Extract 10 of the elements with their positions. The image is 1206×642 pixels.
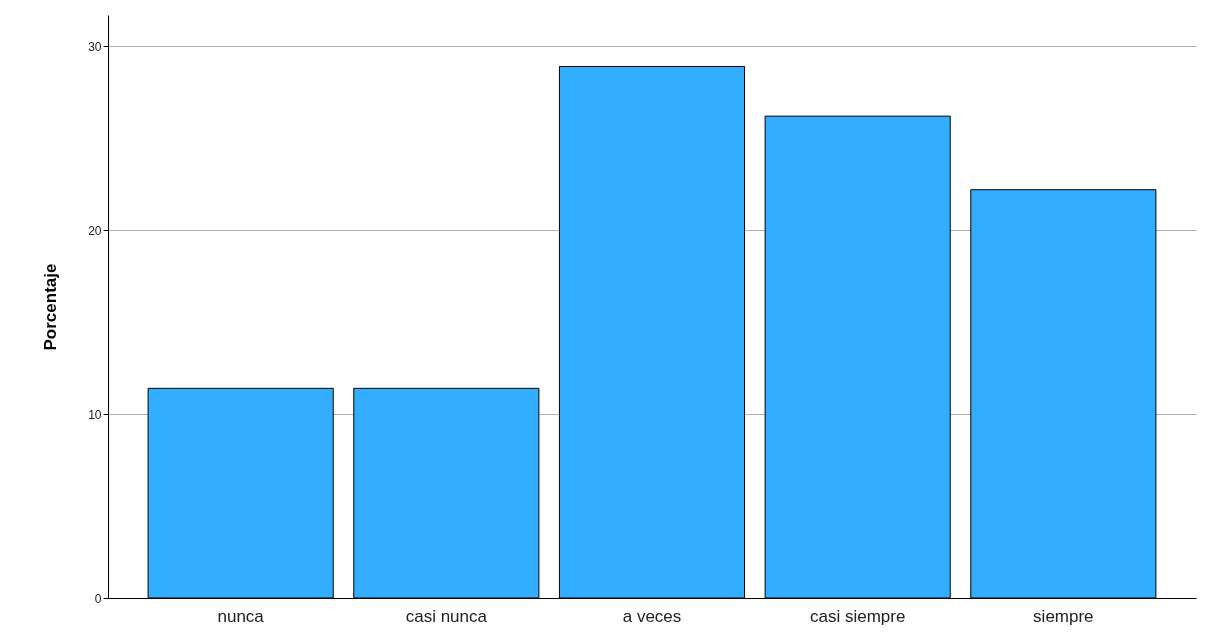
y-tick-label: 0 (94, 591, 102, 606)
x-tick-label: a veces (622, 606, 682, 626)
y-tick-label: 20 (88, 223, 102, 238)
x-tick-label: casi siempre (809, 606, 906, 626)
y-tick-label: 30 (88, 39, 102, 54)
x-tick-label: nunca (217, 606, 265, 626)
x-tick-label: casi nunca (405, 606, 488, 626)
y-axis-title: Porcentaje (41, 263, 61, 351)
y-tick-label: 10 (88, 407, 102, 422)
x-tick-label: siempre (1033, 606, 1094, 626)
